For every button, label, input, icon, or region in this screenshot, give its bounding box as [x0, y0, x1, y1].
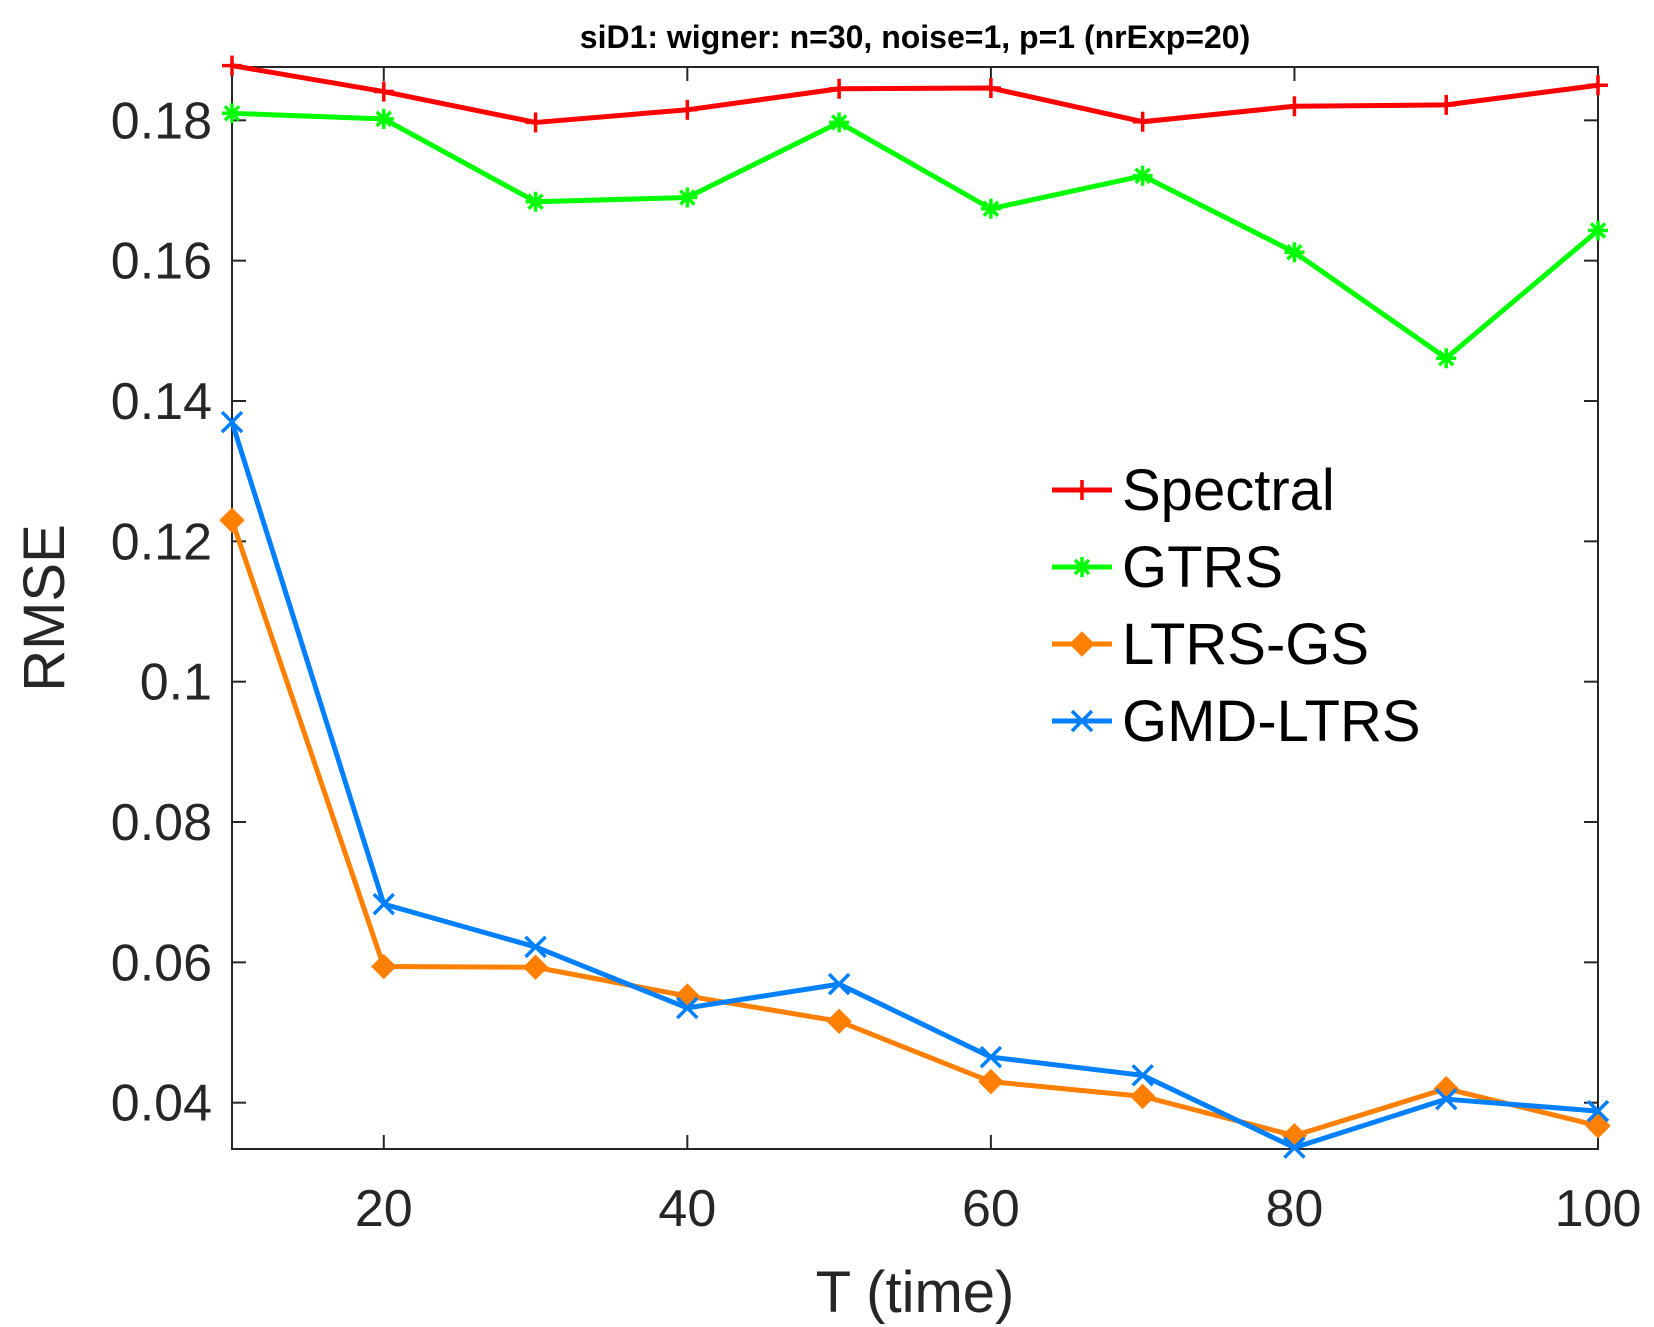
data-point [372, 892, 396, 916]
x-axis-label: T (time) [816, 1260, 1015, 1325]
series-line [229, 421, 1599, 1151]
data-point [1283, 1136, 1306, 1159]
data-point [522, 954, 549, 980]
series-ltrs-gs [219, 507, 1611, 1149]
legend-item: GTRS [1052, 535, 1283, 600]
data-point [223, 105, 241, 122]
series-line [231, 63, 1599, 125]
series-gmd-ltrs [220, 410, 1610, 1159]
x-tick-label: 20 [355, 1180, 413, 1238]
x-axis: 20 40 60 80 100 [355, 67, 1642, 1238]
data-point [676, 996, 699, 1020]
y-tick-label: 0.14 [111, 373, 212, 431]
y-tick-label: 0.18 [111, 92, 212, 150]
series-line [229, 519, 1599, 1139]
data-point [1069, 631, 1095, 657]
data-point [375, 110, 393, 128]
data-point [826, 1008, 852, 1035]
series-line [231, 110, 1600, 361]
data-point [1586, 1099, 1610, 1123]
series-gtrs [222, 103, 1608, 369]
data-point [979, 1045, 1003, 1069]
y-tick-label: 0.08 [111, 794, 212, 852]
legend: Spectral GTRS LTRS-GS GMD-LTRS [1052, 458, 1421, 754]
legend-label: LTRS-GS [1122, 612, 1369, 677]
legend-item: GMD-LTRS [1052, 689, 1421, 754]
data-point [1434, 1087, 1458, 1111]
data-point [527, 193, 544, 210]
data-point [371, 953, 397, 980]
data-point [1134, 167, 1151, 184]
x-tick-label: 40 [658, 1180, 716, 1238]
chart-title: siD1: wigner: n=30, noise=1, p=1 (nrExp=… [580, 19, 1250, 55]
y-tick-label: 0.16 [111, 233, 212, 291]
data-point [978, 1068, 1004, 1095]
legend-item: LTRS-GS [1052, 612, 1369, 677]
x-tick-label: 60 [962, 1180, 1020, 1238]
legend-label: GTRS [1122, 535, 1283, 600]
data-point [1131, 1064, 1154, 1087]
data-point [679, 189, 696, 206]
data-point [1129, 1083, 1156, 1110]
data-point [524, 935, 547, 959]
data-point [827, 972, 851, 996]
series-spectral [222, 55, 1608, 133]
data-point [1585, 1113, 1611, 1139]
y-axis-label: RMSE [12, 524, 77, 692]
data-point [1437, 349, 1455, 367]
legend-label: GMD-LTRS [1122, 689, 1421, 754]
data-point [830, 114, 848, 131]
data-point [220, 410, 244, 434]
data-point [1073, 558, 1091, 576]
legend-item: Spectral [1052, 458, 1335, 523]
x-tick-label: 80 [1266, 1180, 1324, 1238]
data-point [219, 507, 245, 533]
data-point [982, 200, 1000, 217]
data-point [1589, 222, 1607, 239]
x-tick-label: 100 [1555, 1180, 1642, 1238]
y-axis: 0.04 0.06 0.08 0.1 0.12 0.14 0.16 0.18 [111, 92, 1598, 1133]
plot-area-frame [231, 66, 1599, 1150]
y-tick-label: 0.12 [111, 513, 212, 571]
y-tick-label: 0.1 [140, 654, 212, 712]
data-point [1070, 709, 1094, 733]
legend-label: Spectral [1122, 458, 1335, 523]
y-tick-label: 0.04 [111, 1075, 212, 1133]
data-point [1286, 244, 1303, 261]
y-tick-label: 0.06 [111, 934, 212, 992]
series-layer [219, 55, 1611, 1159]
